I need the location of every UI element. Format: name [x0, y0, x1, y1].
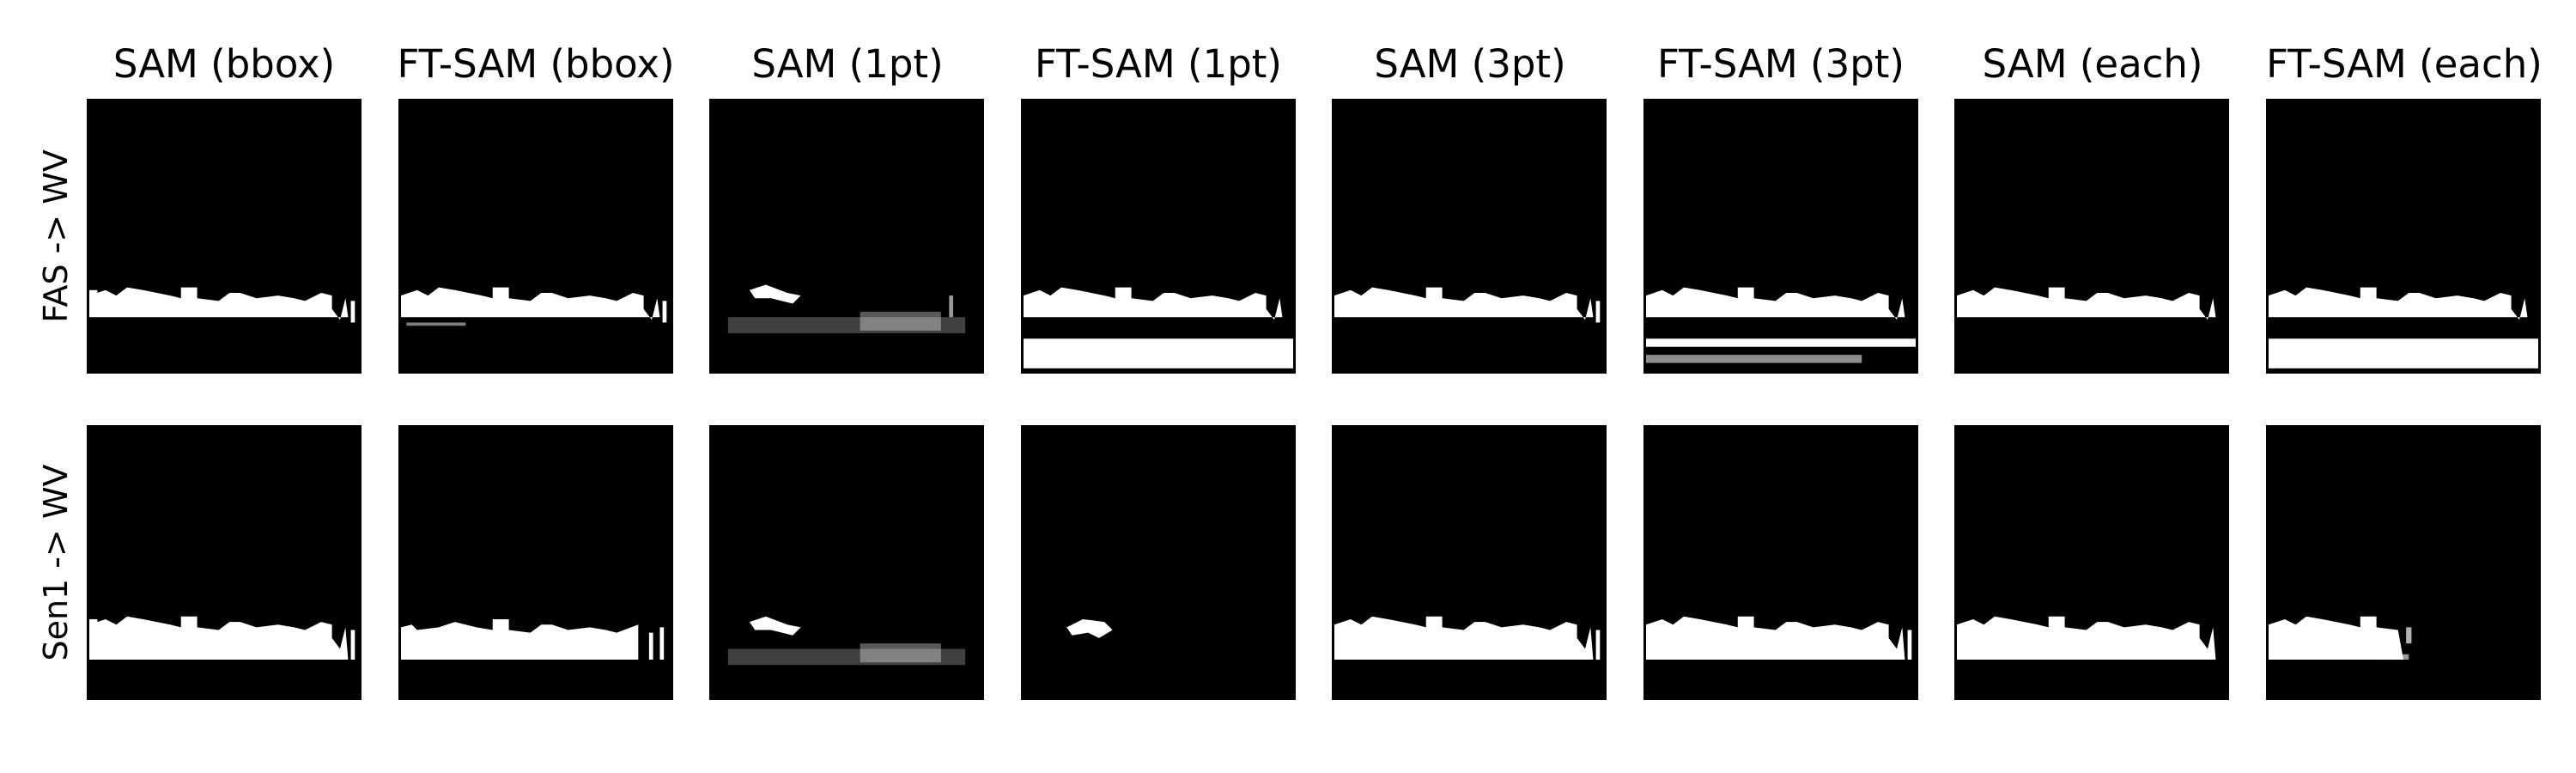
segmentation-mask	[1334, 287, 1604, 323]
segmentation-mask	[89, 616, 355, 660]
segmentation-mask	[2269, 287, 2538, 368]
mask-panel-fas-ft-sam-3pt	[1643, 99, 1918, 374]
segmentation-mask	[727, 616, 966, 666]
mask-panel-sen1-ft-sam-1pt	[1021, 425, 1296, 700]
mask-panel-fas-sam-bbox	[87, 99, 361, 374]
row-label-sen1-wv: Sen1 -> WV	[37, 464, 75, 661]
segmentation-mask	[1646, 287, 1916, 363]
segmentation-mask	[1957, 287, 2227, 320]
column-title-sam-bbox: SAM (bbox)	[112, 41, 336, 87]
mask-panel-fas-sam-3pt	[1332, 99, 1607, 374]
mask-panel-fas-ft-sam-1pt	[1021, 99, 1296, 374]
mask-panel-fas-sam-each	[1954, 99, 2229, 374]
mask-panel-sen1-sam-bbox	[87, 425, 361, 700]
segmentation-mask	[1024, 287, 1293, 368]
segmentation-mask	[89, 287, 359, 323]
segmentation-mask	[401, 287, 671, 326]
mask-panel-sen1-sam-1pt	[709, 425, 984, 700]
column-title-ft-sam-bbox: FT-SAM (bbox)	[397, 41, 675, 87]
segmentation-mask	[1957, 616, 2216, 660]
mask-panel-sen1-ft-sam-bbox	[398, 425, 673, 700]
column-title-sam-1pt: SAM (1pt)	[751, 41, 944, 87]
column-title-ft-sam-3pt: FT-SAM (3pt)	[1657, 41, 1905, 87]
mask-panel-sen1-sam-each	[1954, 425, 2229, 700]
segmentation-mask	[1334, 616, 1601, 660]
mask-panel-fas-ft-sam-bbox	[398, 99, 673, 374]
mask-panel-sen1-sam-3pt	[1332, 425, 1607, 700]
mask-panel-fas-ft-sam-each	[2266, 99, 2541, 374]
row-label-fas-wv: FAS -> WV	[37, 149, 75, 323]
column-title-ft-sam-1pt: FT-SAM (1pt)	[1035, 41, 1282, 87]
column-title-ft-sam-each: FT-SAM (each)	[2266, 41, 2543, 87]
segmentation-mask	[727, 284, 966, 334]
segmentation-mask	[1646, 616, 1912, 660]
segmentation-mask	[401, 618, 665, 660]
mask-panel-sen1-ft-sam-3pt	[1643, 425, 1918, 700]
segmentation-mask	[2269, 616, 2412, 660]
column-title-sam-3pt: SAM (3pt)	[1374, 41, 1566, 87]
segmentation-mask	[1066, 618, 1113, 638]
mask-panel-sen1-ft-sam-each	[2266, 425, 2541, 700]
column-title-sam-each: SAM (each)	[1982, 41, 2203, 87]
mask-panel-fas-sam-1pt	[709, 99, 984, 374]
